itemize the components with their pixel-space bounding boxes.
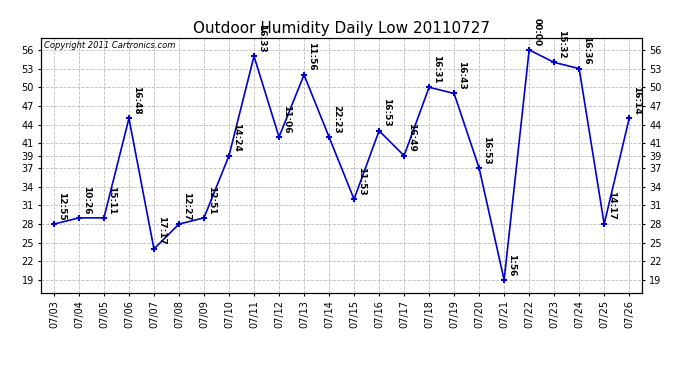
Text: Copyright 2011 Cartronics.com: Copyright 2011 Cartronics.com	[44, 41, 176, 50]
Text: 16:33: 16:33	[257, 24, 266, 52]
Text: 10:26: 10:26	[82, 186, 91, 214]
Text: 15:32: 15:32	[557, 30, 566, 58]
Text: 16:53: 16:53	[482, 136, 491, 164]
Text: 11:53: 11:53	[357, 167, 366, 195]
Text: 11:56: 11:56	[307, 42, 316, 71]
Text: 16:14: 16:14	[632, 86, 641, 115]
Text: 16:43: 16:43	[457, 61, 466, 90]
Text: 14:24: 14:24	[232, 123, 241, 152]
Text: 16:48: 16:48	[132, 86, 141, 115]
Text: 16:49: 16:49	[407, 123, 416, 152]
Text: 1:56: 1:56	[507, 254, 516, 276]
Text: 17:17: 17:17	[157, 216, 166, 245]
Text: 15:11: 15:11	[107, 186, 116, 214]
Text: 11:06: 11:06	[282, 105, 291, 133]
Title: Outdoor Humidity Daily Low 20110727: Outdoor Humidity Daily Low 20110727	[193, 21, 490, 36]
Text: 14:17: 14:17	[607, 192, 616, 220]
Text: 22:23: 22:23	[332, 105, 341, 133]
Text: 00:00: 00:00	[532, 18, 541, 46]
Text: 16:53: 16:53	[382, 98, 391, 127]
Text: 12:27: 12:27	[182, 192, 191, 220]
Text: 16:31: 16:31	[432, 55, 441, 84]
Text: 12:55: 12:55	[57, 192, 66, 220]
Text: 16:36: 16:36	[582, 36, 591, 65]
Text: 12:51: 12:51	[207, 186, 216, 214]
